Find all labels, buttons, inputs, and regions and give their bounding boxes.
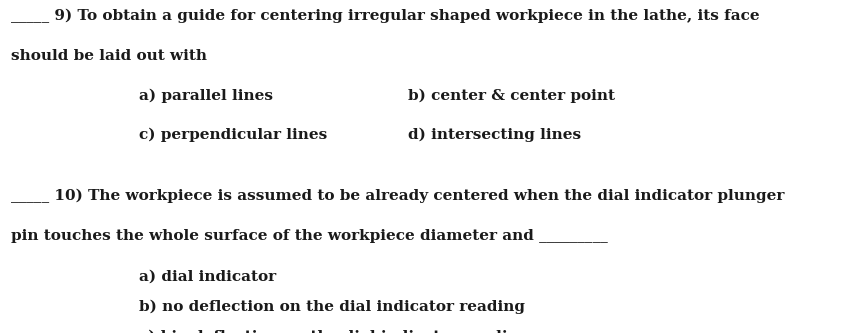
Text: a) parallel lines: a) parallel lines [139, 89, 273, 103]
Text: c) perpendicular lines: c) perpendicular lines [139, 127, 327, 142]
Text: _____ 10) The workpiece is assumed to be already centered when the dial indicato: _____ 10) The workpiece is assumed to be… [11, 189, 785, 203]
Text: pin touches the whole surface of the workpiece diameter and _________: pin touches the whole surface of the wor… [11, 229, 608, 243]
Text: should be laid out with: should be laid out with [11, 49, 207, 63]
Text: a) dial indicator: a) dial indicator [139, 270, 276, 284]
Text: _____ 9) To obtain a guide for centering irregular shaped workpiece in the lathe: _____ 9) To obtain a guide for centering… [11, 9, 760, 23]
Text: b) no deflection on the dial indicator reading: b) no deflection on the dial indicator r… [139, 299, 525, 314]
Text: d) intersecting lines: d) intersecting lines [408, 127, 581, 142]
Text: c) big deflection on the dial indicator reading: c) big deflection on the dial indicator … [139, 329, 529, 333]
Text: b) center & center point: b) center & center point [408, 89, 615, 103]
